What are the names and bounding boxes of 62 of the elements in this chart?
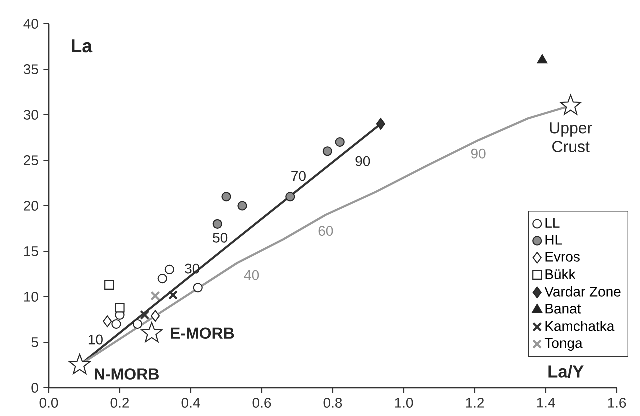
- annotation: 90: [471, 148, 486, 159]
- x-tick-label: 0.8: [324, 398, 342, 408]
- point: [150, 291, 160, 301]
- point: [193, 283, 203, 293]
- x-tick-label: 1.2: [466, 398, 484, 408]
- annotation: 90: [356, 156, 370, 166]
- point: [537, 54, 548, 64]
- annotation: 40: [244, 270, 260, 280]
- legend-label: Bükk: [546, 269, 576, 280]
- annotation: 30: [185, 264, 200, 274]
- point: [286, 192, 296, 202]
- legend-label: Banat: [546, 304, 582, 314]
- y-tick-label: 0: [32, 383, 38, 393]
- point: [150, 310, 160, 322]
- annotation: 70: [292, 171, 306, 182]
- y-axis-title: La: [72, 40, 93, 53]
- y-tick-label: 5: [32, 338, 38, 348]
- point: [222, 192, 232, 202]
- y-tick-label: 10: [24, 292, 38, 302]
- y-tick-label: 20: [24, 201, 38, 211]
- legend-label: LL: [546, 218, 560, 228]
- legend-label: HL: [546, 235, 562, 245]
- point: [335, 137, 345, 148]
- annotation: N-MORB: [95, 368, 159, 380]
- legend-label: Kamchatka: [546, 321, 615, 332]
- legend-label: Evros: [546, 252, 580, 262]
- y-tick-label: 15: [24, 246, 38, 256]
- y-tick-label: 30: [24, 110, 38, 120]
- legend-label: Tonga: [544, 338, 583, 352]
- y-tick-label: 25: [24, 156, 38, 166]
- x-tick-label: 0.6: [252, 398, 272, 408]
- annotation: Upper Crust: [550, 122, 592, 152]
- point: [141, 322, 163, 343]
- point: [112, 319, 122, 330]
- point: [103, 316, 112, 328]
- point: [115, 303, 125, 313]
- annotation: 10: [88, 334, 103, 345]
- point: [238, 201, 248, 211]
- x-tick-label: 1.4: [537, 398, 556, 408]
- point: [69, 354, 91, 374]
- x-tick-label: 1.0: [395, 398, 414, 408]
- point: [376, 118, 386, 130]
- point: [104, 280, 114, 290]
- x-tick-label: 0.4: [182, 398, 200, 408]
- point: [212, 219, 222, 229]
- x-tick-label: 1.6: [608, 398, 626, 408]
- legend-label: Vardar Zone: [544, 286, 621, 297]
- x-axis-title: La/Y: [548, 365, 584, 378]
- point: [140, 310, 150, 320]
- annotation: 50: [213, 232, 228, 243]
- x-tick-label: 0.2: [110, 398, 130, 408]
- point: [164, 264, 175, 274]
- y-tick-label: 40: [24, 19, 38, 29]
- y-tick-label: 35: [24, 64, 38, 74]
- point: [158, 274, 168, 284]
- point: [322, 146, 332, 156]
- annotation: 60: [318, 226, 334, 236]
- point: [560, 94, 582, 116]
- annotation: E-MORB: [171, 328, 234, 340]
- point: [132, 319, 143, 330]
- point: [168, 290, 178, 300]
- x-tick-label: 0.0: [40, 398, 58, 408]
